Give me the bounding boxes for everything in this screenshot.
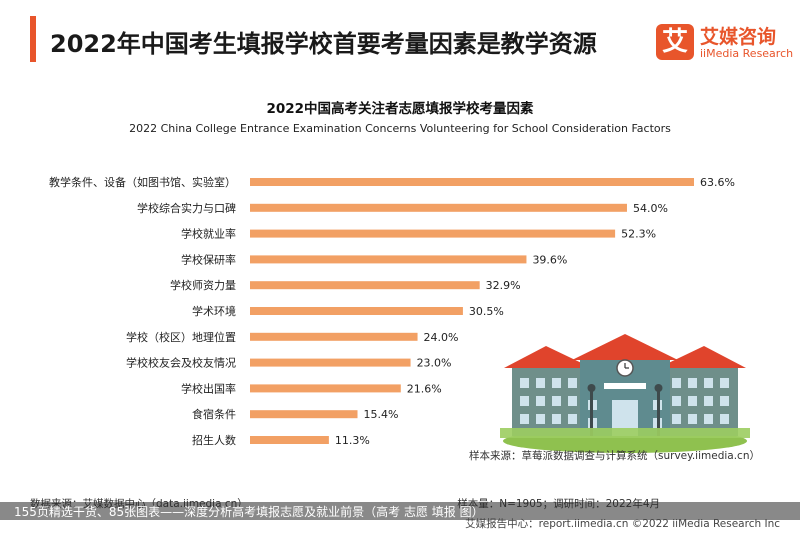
- category-label: 教学条件、设备（如图书馆、实验室）: [49, 175, 236, 189]
- school-building-illustration: [500, 334, 750, 453]
- category-label: 学校就业率: [181, 227, 236, 241]
- chart-title: 2022中国高考关注者志愿填报学校考量因素: [266, 101, 534, 117]
- caption-band: [0, 502, 800, 520]
- value-label: 63.6%: [700, 176, 735, 189]
- bar: [250, 255, 527, 264]
- title-accent-bar: [30, 16, 36, 62]
- chart-subtitle: 2022 China College Entrance Examination …: [129, 122, 671, 135]
- value-label: 11.3%: [335, 434, 370, 447]
- category-label: 招生人数: [192, 433, 236, 447]
- category-label: 学校（校区）地理位置: [126, 330, 236, 344]
- bar: [250, 178, 694, 186]
- value-label: 32.9%: [486, 279, 521, 292]
- category-label: 学校保研率: [181, 252, 236, 266]
- value-label: 52.3%: [621, 228, 656, 241]
- bar: [250, 436, 329, 444]
- bar: [250, 332, 418, 341]
- caption-text: 155页精选干货、85张图表——深度分析高考填报志愿及就业前景（高考 志愿 填报…: [14, 505, 484, 519]
- bar: [250, 281, 480, 290]
- bar: [250, 229, 616, 238]
- bar: [250, 358, 411, 367]
- bar: [250, 203, 627, 212]
- value-label: 21.6%: [407, 382, 442, 395]
- value-label: 30.5%: [469, 305, 504, 318]
- value-label: 54.0%: [633, 202, 668, 215]
- logo-name-en: iiMedia Research: [700, 47, 794, 60]
- value-label: 15.4%: [364, 408, 399, 421]
- category-label: 学校综合实力与口碑: [137, 201, 236, 215]
- logo-name-cn: 艾媒咨询: [700, 26, 777, 48]
- bar: [250, 307, 463, 315]
- value-label: 23.0%: [417, 357, 452, 370]
- page-title: 2022年中国考生填报学校首要考量因素是教学资源: [50, 30, 597, 58]
- value-label: 39.6%: [532, 253, 567, 266]
- sample-source-note: 样本来源：草莓派数据调查与计算系统（survey.iimedia.cn）: [469, 450, 760, 462]
- category-label: 学校校友会及校友情况: [126, 356, 236, 370]
- value-label: 24.0%: [424, 331, 459, 344]
- logo-mark: 艾: [656, 24, 694, 60]
- bar: [250, 384, 401, 393]
- bar: [250, 410, 358, 419]
- category-label: 学术环境: [192, 304, 236, 318]
- iimedia-logo: 艾 艾媒咨询 iiMedia Research: [656, 22, 794, 66]
- category-label: 食宿条件: [192, 407, 236, 421]
- report-center-note: 艾媒报告中心：report.iimedia.cn ©2022 iiMedia R…: [465, 518, 780, 530]
- category-label: 学校出国率: [181, 381, 236, 395]
- category-label: 学校师资力量: [170, 278, 236, 292]
